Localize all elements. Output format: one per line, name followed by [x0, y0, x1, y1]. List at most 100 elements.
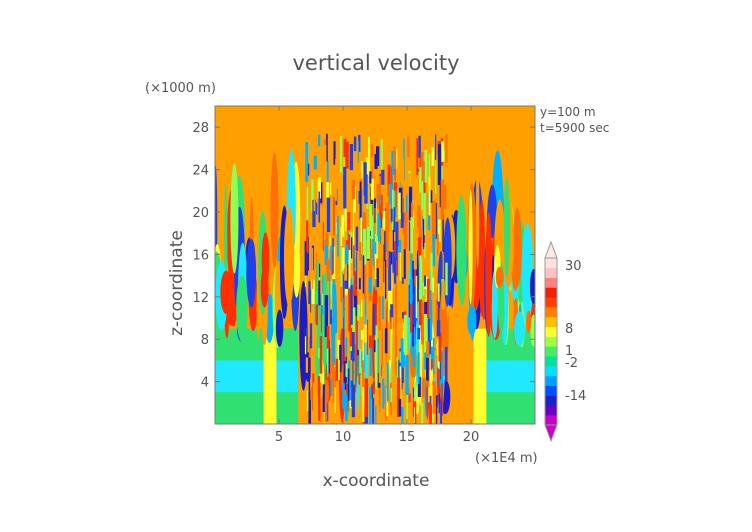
field-streak	[399, 366, 402, 407]
field-streak	[426, 341, 430, 360]
field-streak	[335, 333, 338, 372]
field-streak	[362, 360, 364, 395]
field-streak	[308, 368, 311, 392]
field-streak	[317, 376, 321, 406]
field-streak	[428, 176, 431, 216]
field-streak	[357, 156, 361, 178]
colorbar-segment	[545, 336, 557, 347]
field-streak	[306, 187, 309, 222]
field-streak	[351, 384, 356, 418]
field-streak	[306, 236, 309, 271]
field-streak	[366, 319, 369, 355]
field-streak	[313, 155, 317, 170]
field-streak	[383, 244, 385, 283]
field-streak	[413, 381, 417, 403]
field-streak	[398, 239, 402, 253]
field-streak	[427, 318, 432, 358]
field-streak	[336, 359, 340, 381]
field-streak	[356, 173, 359, 214]
field-streak	[418, 157, 420, 170]
field-streak	[374, 322, 379, 390]
field-streak	[353, 186, 357, 213]
field-streak	[391, 333, 393, 363]
field-streak	[412, 210, 414, 228]
field-streak	[438, 332, 442, 362]
field-streak	[458, 222, 466, 307]
field-streak	[384, 231, 386, 262]
field-streak	[410, 334, 413, 356]
field-streak	[401, 283, 405, 313]
field-streak	[373, 340, 376, 353]
field-streak	[384, 328, 388, 354]
field-streak	[402, 159, 404, 201]
field-streak	[377, 213, 380, 236]
field-streak	[374, 253, 378, 279]
field-band	[263, 328, 277, 424]
field-streak	[336, 222, 338, 235]
colorbar-min-arrow	[544, 424, 558, 443]
field-streak	[339, 246, 341, 279]
field-streak	[349, 328, 353, 347]
field-streak	[311, 179, 314, 212]
field-streak	[391, 189, 394, 230]
field-streak	[368, 335, 372, 349]
field-streak	[412, 324, 414, 347]
field-streak	[353, 136, 357, 152]
field-streak	[428, 369, 432, 403]
field-streak	[530, 314, 535, 347]
colorbar-segment	[545, 287, 557, 298]
y-tick-label: 20	[192, 206, 209, 221]
field-streak	[330, 309, 332, 324]
field-streak	[353, 296, 355, 316]
field-streak	[352, 307, 356, 345]
field-streak	[395, 221, 399, 247]
field-streak	[424, 150, 428, 183]
field-streak	[315, 253, 317, 291]
field-streak	[429, 404, 432, 424]
field-streak	[435, 159, 437, 194]
chart-title: vertical velocity	[292, 51, 459, 75]
field-streak	[392, 335, 394, 367]
field-streak	[305, 357, 309, 373]
field-streak	[345, 207, 347, 232]
field-streak	[390, 252, 393, 265]
field-streak	[347, 219, 349, 250]
field-streak	[513, 207, 522, 288]
field-streak	[310, 386, 312, 400]
colorbar-frame	[544, 257, 558, 426]
field-streak	[359, 351, 363, 376]
field-streak	[379, 176, 381, 204]
field-streak	[320, 261, 323, 294]
field-streak	[392, 214, 394, 251]
field-streak	[367, 136, 371, 176]
field-streak	[417, 205, 421, 229]
field-streak	[438, 219, 441, 242]
field-streak	[320, 382, 322, 422]
field-streak	[314, 322, 317, 341]
field-streak	[336, 332, 338, 365]
field-streak	[394, 269, 398, 380]
field-streak	[381, 169, 385, 185]
field-streak	[306, 390, 310, 412]
field-streak	[398, 398, 402, 417]
field-streak	[406, 388, 408, 424]
field-streak	[380, 139, 383, 170]
field-streak	[439, 165, 443, 181]
field-streak	[270, 152, 279, 268]
y-axis-label: z-coordinate	[167, 230, 187, 336]
field-streak	[485, 212, 493, 337]
field-streak	[408, 284, 410, 318]
colorbar-label: -14	[565, 389, 586, 404]
field-streak	[340, 247, 343, 287]
field-streak	[359, 181, 362, 220]
field-streak	[401, 406, 404, 424]
field-streak	[318, 397, 321, 422]
colorbar-segment	[545, 385, 557, 396]
field-streak	[324, 239, 329, 266]
field-streak	[400, 338, 404, 367]
field-streak	[415, 275, 418, 319]
field-streak	[440, 179, 444, 220]
field-streak	[308, 281, 311, 304]
field-streak	[421, 402, 424, 424]
